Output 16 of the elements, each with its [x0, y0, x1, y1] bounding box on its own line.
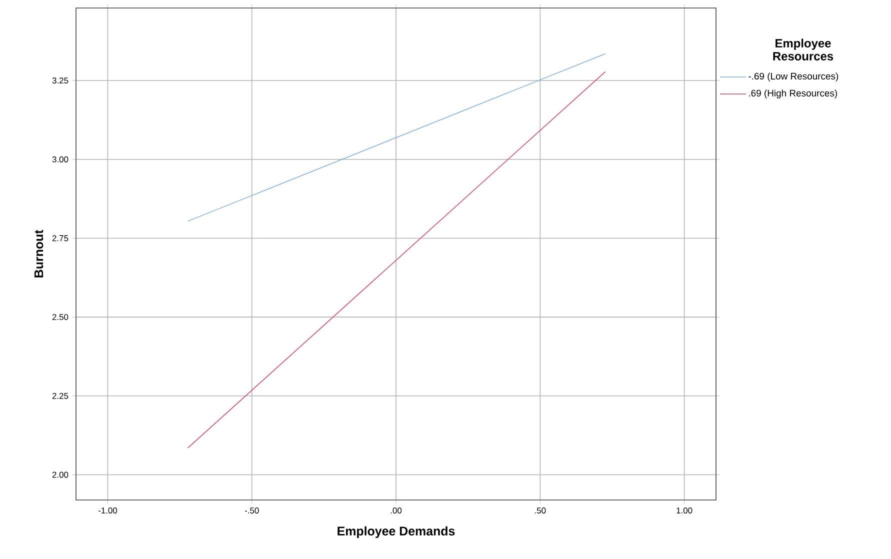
x-axis-title: Employee Demands	[338, 526, 455, 538]
x-tick-label: .50	[535, 508, 546, 514]
y-tick-label: 2.00	[52, 472, 68, 478]
x-tick-label: 1.00	[676, 508, 692, 514]
x-tick-label: -.50	[244, 508, 259, 514]
x-tick-label: -1.00	[98, 508, 118, 514]
legend-label: .69 (High Resources)	[749, 90, 838, 98]
y-tick-label: 2.25	[52, 392, 68, 399]
legend-title: Employee Resources	[773, 38, 834, 60]
y-tick-label: 3.00	[52, 156, 68, 162]
y-tick-label: 2.50	[52, 314, 68, 320]
y-axis-title: Burnout	[34, 230, 44, 278]
y-tick-label: 3.25	[52, 78, 68, 84]
y-tick-label: 2.75	[52, 235, 68, 242]
legend-label: -.69 (Low Resources)	[748, 72, 838, 82]
x-tick-label: .00	[390, 508, 402, 514]
